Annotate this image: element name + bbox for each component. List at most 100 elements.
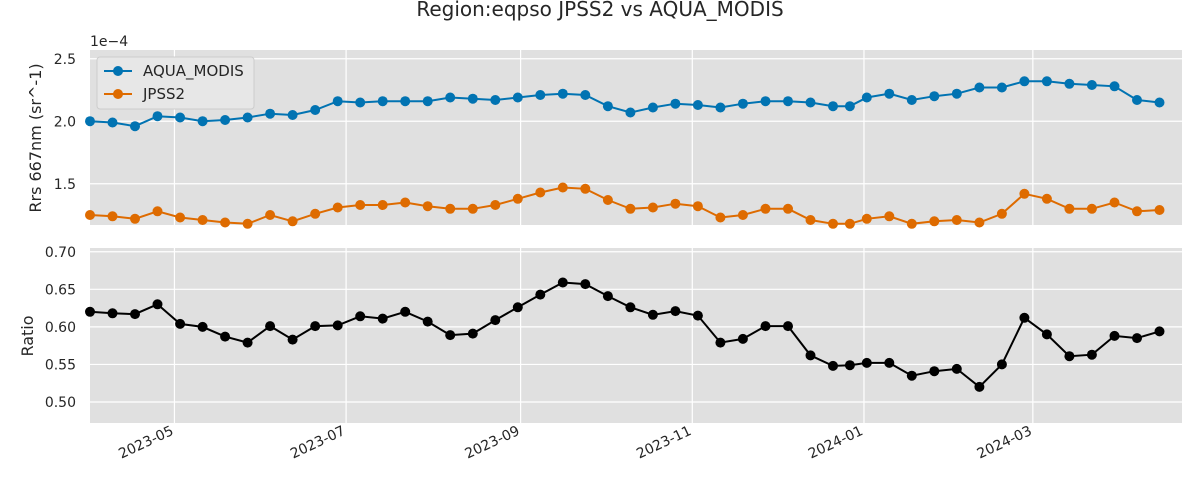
x-tick-label: 2024-03 <box>975 423 1035 462</box>
ratio-data-point <box>884 357 895 368</box>
rrs-y-tick-label: 2.5 <box>54 52 76 68</box>
ratio-data-point <box>1019 312 1030 323</box>
jpss2-data-point <box>332 202 343 213</box>
ratio-data-point <box>996 359 1007 370</box>
ratio-data-point <box>580 279 591 290</box>
aqua-modis-data-point <box>737 98 748 109</box>
ratio-data-point <box>197 321 208 332</box>
jpss2-data-point <box>580 183 591 194</box>
jpss2-data-point <box>107 211 118 222</box>
aqua-modis-data-point <box>377 96 388 107</box>
legend-label-aqua: AQUA_MODIS <box>143 62 244 81</box>
ratio-data-point <box>974 381 985 392</box>
aqua-modis-data-point <box>974 82 985 93</box>
aqua-modis-data-point <box>197 116 208 127</box>
jpss2-data-point <box>737 210 748 220</box>
aqua-modis-data-point <box>647 102 658 113</box>
aqua-modis-data-point <box>107 117 118 128</box>
ratio-y-tick-label: 0.50 <box>45 395 76 411</box>
aqua-modis-data-point <box>1064 78 1075 89</box>
ratio-y-ticks: 0.50 0.55 0.60 0.65 0.70 <box>45 245 76 411</box>
aqua-modis-data-point <box>844 101 855 112</box>
legend-box <box>96 56 255 110</box>
rrs-y-ticks: 1.5 2.0 2.5 <box>54 52 76 193</box>
jpss2-data-point <box>929 216 940 227</box>
ratio-data-point <box>220 331 231 342</box>
ratio-data-point <box>828 360 838 371</box>
aqua-modis-data-point <box>670 98 681 109</box>
ratio-data-point <box>332 320 343 331</box>
ratio-data-point <box>602 291 613 302</box>
ratio-data-point <box>737 333 748 344</box>
ratio-data-point <box>1132 333 1142 344</box>
aqua-modis-data-point <box>828 101 838 112</box>
jpss2-data-point <box>715 212 726 223</box>
jpss2-data-point <box>805 215 816 225</box>
aqua-modis-data-point <box>929 91 940 102</box>
ratio-data-point <box>355 311 366 322</box>
aqua-modis-data-point <box>1154 97 1165 108</box>
aqua-modis-data-point <box>265 108 276 119</box>
legend-marker-aqua <box>113 66 123 76</box>
jpss2-data-point <box>974 217 985 228</box>
ratio-data-point <box>760 321 771 332</box>
rrs-panel: 1.5 2.0 2.5 1e−4 Rrs 667nm (sr^-1) AQUA_MO… <box>26 34 1182 229</box>
rrs-y-tick-label: 1.5 <box>54 177 76 193</box>
aqua-modis-data-point <box>996 82 1007 93</box>
aqua-modis-data-point <box>130 121 140 132</box>
ratio-data-point <box>557 277 568 288</box>
jpss2-data-point <box>130 213 140 224</box>
jpss2-data-point <box>1086 203 1097 214</box>
x-tick-label: 2023-07 <box>288 423 348 462</box>
ratio-data-point <box>647 309 658 320</box>
x-tick-label: 2024-01 <box>806 423 866 462</box>
jpss2-data-point <box>906 218 917 229</box>
rrs-y-axis-label: Rrs 667nm (sr^-1) <box>26 63 45 212</box>
aqua-modis-data-point <box>1041 76 1052 87</box>
ratio-data-point <box>467 328 478 339</box>
ratio-data-point <box>951 363 962 374</box>
ratio-data-point <box>1109 330 1120 341</box>
ratio-y-tick-label: 0.65 <box>45 282 76 298</box>
jpss2-data-point <box>692 201 703 212</box>
jpss2-data-point <box>951 215 962 225</box>
aqua-modis-data-point <box>355 97 366 108</box>
ratio-data-point <box>1064 351 1075 362</box>
jpss2-data-point <box>242 218 253 229</box>
jpss2-data-point <box>844 218 855 229</box>
ratio-y-tick-label: 0.55 <box>45 357 76 373</box>
ratio-data-point <box>152 299 163 310</box>
jpss2-data-point <box>1041 193 1052 204</box>
ratio-data-point <box>85 306 95 317</box>
aqua-modis-data-point <box>242 112 253 123</box>
ratio-data-point <box>844 360 855 371</box>
ratio-data-point <box>287 334 298 345</box>
aqua-modis-data-point <box>760 96 771 107</box>
jpss2-data-point <box>355 200 366 210</box>
aqua-modis-data-point <box>715 102 726 113</box>
jpss2-data-point <box>422 201 433 212</box>
aqua-modis-data-point <box>884 88 895 99</box>
jpss2-data-point <box>996 208 1007 219</box>
jpss2-data-point <box>625 203 636 214</box>
ratio-y-axis-label: Ratio <box>18 315 37 356</box>
x-tick-label: 2023-11 <box>634 423 694 462</box>
jpss2-data-point <box>445 203 456 214</box>
aqua-modis-data-point <box>692 100 703 110</box>
ratio-data-point <box>130 309 140 320</box>
aqua-modis-data-point <box>861 92 872 103</box>
aqua-modis-data-point <box>1109 81 1120 92</box>
jpss2-data-point <box>783 203 793 214</box>
aqua-modis-data-point <box>1132 95 1142 105</box>
rrs-plot-area <box>90 50 1182 225</box>
jpss2-data-point <box>760 203 771 214</box>
ratio-data-point <box>175 318 186 329</box>
ratio-data-point <box>1086 349 1097 360</box>
aqua-modis-data-point <box>220 115 231 125</box>
ratio-data-point <box>670 306 681 317</box>
aqua-modis-data-point <box>445 92 456 103</box>
jpss2-data-point <box>647 202 658 213</box>
jpss2-data-point <box>265 210 276 220</box>
aqua-modis-data-point <box>400 96 411 107</box>
